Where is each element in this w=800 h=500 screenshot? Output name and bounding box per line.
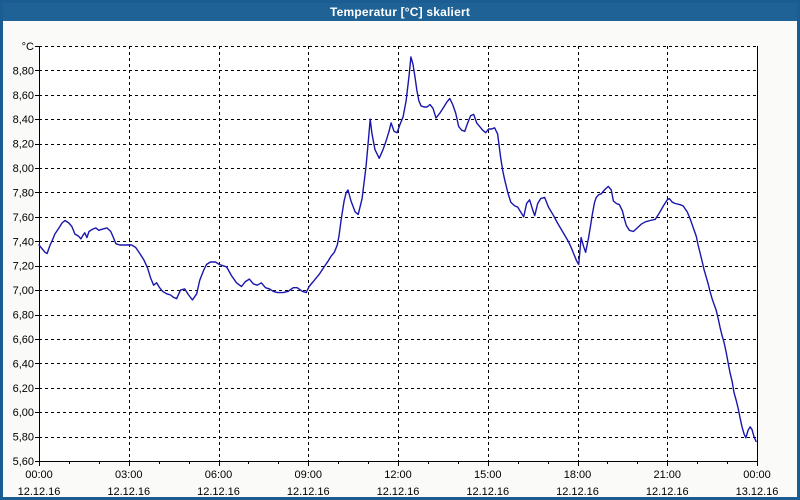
- x-tick-date-label: 13.12.16: [736, 486, 779, 497]
- x-tick-date-label: 12.12.16: [197, 486, 240, 497]
- y-tick-label: 8,80: [13, 65, 34, 77]
- temperature-chart: °C 8,80 8,60 8,40 8,20 8,00 7,80 7,60 7,40 7,20 7,…: [13, 41, 779, 497]
- y-axis-unit-label: °C: [22, 41, 34, 53]
- y-tick-label: 5,60: [13, 456, 34, 468]
- x-tick-time-label: 00:00: [25, 469, 53, 481]
- y-tick-label: 6,40: [13, 358, 34, 370]
- x-tick-time-label: 03:00: [115, 469, 143, 481]
- x-tick-date-label: 12.12.16: [646, 486, 689, 497]
- x-tick-time-label: 18:00: [564, 469, 592, 481]
- x-tick-time-label: 21:00: [653, 469, 681, 481]
- window-title: Temperatur [°C] skaliert: [329, 5, 471, 19]
- y-tick-label: 6,00: [13, 407, 34, 419]
- chart-area: °C 8,80 8,60 8,40 8,20 8,00 7,80 7,60 7,40 7,20 7,…: [3, 21, 797, 497]
- plot-background: [39, 46, 757, 461]
- y-tick-label: 7,00: [13, 285, 34, 297]
- y-axis-labels: °C 8,80 8,60 8,40 8,20 8,00 7,80 7,60 7,40 7,20 7,…: [13, 41, 34, 468]
- temperature-line: [38, 56, 757, 443]
- y-tick-label: 6,60: [13, 334, 34, 346]
- title-bar[interactable]: Temperatur [°C] skaliert: [3, 3, 797, 21]
- x-tick-date-label: 12.12.16: [556, 486, 599, 497]
- y-tick-label: 6,20: [13, 383, 34, 395]
- y-tick-label: 8,20: [13, 139, 34, 151]
- y-tick-label: 7,40: [13, 236, 34, 248]
- x-tick-date-label: 12.12.16: [107, 486, 150, 497]
- y-tick-label: 8,40: [13, 114, 34, 126]
- x-tick-time-label: 00:00: [743, 469, 771, 481]
- x-tick-date-label: 12.12.16: [18, 486, 61, 497]
- x-tick-time-label: 06:00: [205, 469, 233, 481]
- y-tick-label: 5,80: [13, 432, 34, 444]
- y-tick-label: 6,80: [13, 310, 34, 322]
- axes: [35, 46, 758, 466]
- x-tick-time-label: 09:00: [294, 469, 322, 481]
- x-tick-date-label: 12.12.16: [377, 486, 420, 497]
- y-tick-label: 7,60: [13, 212, 34, 224]
- x-tick-date-label: 12.12.16: [287, 486, 330, 497]
- x-axis-labels: 00:00 12.12.16 03:00 12.12.16 06:00 12.12.16 0…: [18, 469, 779, 497]
- y-tick-label: 7,80: [13, 187, 34, 199]
- x-tick-time-label: 12:00: [384, 469, 412, 481]
- x-tick-date-label: 12.12.16: [466, 486, 509, 497]
- x-tick-time-label: 15:00: [474, 469, 502, 481]
- y-tick-label: 8,00: [13, 163, 34, 175]
- y-tick-label: 7,20: [13, 261, 34, 273]
- y-tick-label: 8,60: [13, 90, 34, 102]
